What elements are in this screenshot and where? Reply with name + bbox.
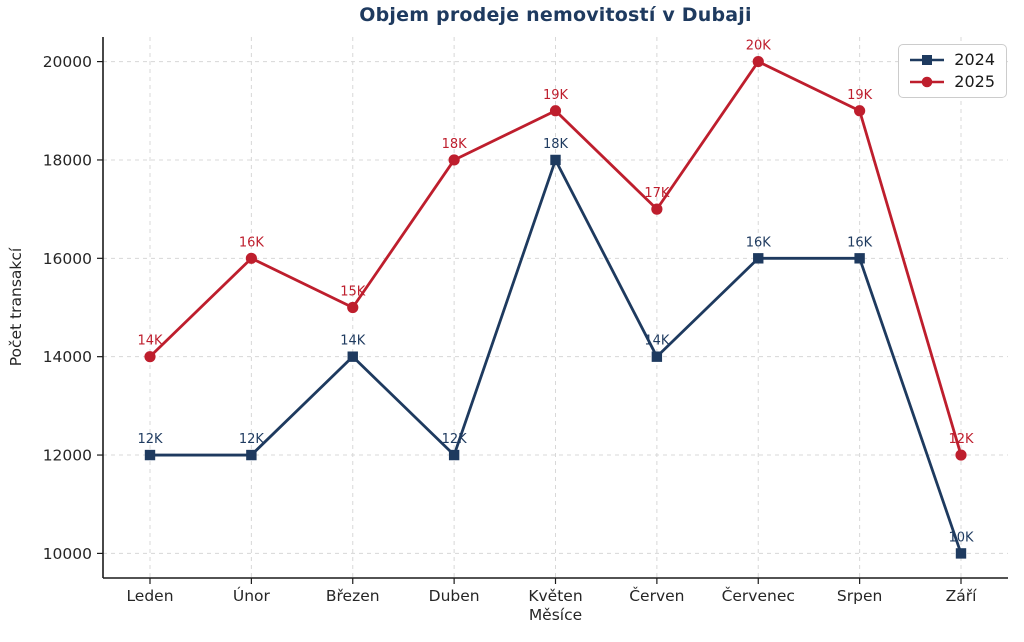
series-2024-marker — [550, 154, 561, 166]
series-2024-point-label: 14K — [644, 334, 670, 349]
chart-title: Objem prodeje nemovitostí v Dubaji — [359, 4, 752, 26]
legend: 2024 2025 — [898, 44, 1007, 98]
y-tick-label: 18000 — [43, 151, 92, 169]
series-2025-point-label: 15K — [340, 285, 366, 300]
y-tick-label: 14000 — [43, 348, 92, 366]
line-square-marker-icon — [910, 55, 945, 65]
series-2025-point-label: 20K — [746, 39, 772, 54]
legend-label-2024: 2024 — [954, 50, 995, 69]
series-2025-point-label: 19K — [543, 88, 569, 103]
series-2025-point-label: 14K — [137, 334, 163, 349]
x-tick-label: Leden — [126, 587, 173, 605]
series-2024-marker — [246, 449, 257, 461]
series-2025-point-label: 17K — [644, 186, 670, 201]
y-tick-label: 10000 — [43, 545, 92, 563]
series-2024-marker — [753, 253, 764, 264]
y-tick-label: 16000 — [43, 250, 92, 268]
series-2024-point-label: 16K — [847, 235, 873, 250]
x-tick-label: Červenec — [722, 586, 795, 605]
series-2025-marker — [448, 154, 460, 166]
y-tick-label: 12000 — [43, 447, 92, 465]
series-2025-marker — [854, 105, 866, 117]
y-tick-label: 20000 — [43, 53, 92, 71]
x-tick-label: Únor — [233, 586, 271, 605]
series-2024-marker — [347, 351, 358, 362]
series-2025-marker — [245, 252, 257, 264]
series-2024-point-label: 16K — [746, 235, 772, 250]
series-2025-point-label: 16K — [239, 235, 265, 250]
y-axis-label: Počet transakcí — [7, 247, 25, 367]
series-2025-marker — [347, 301, 359, 314]
x-tick-label: Září — [946, 587, 977, 605]
x-tick-label: Březen — [326, 587, 380, 605]
series-2024-point-label: 10K — [948, 530, 974, 545]
series-2024-marker — [448, 449, 460, 461]
x-tick-label: Duben — [429, 587, 480, 605]
line-circle-marker-icon — [910, 76, 945, 88]
series-2025-marker — [144, 351, 156, 363]
x-tick-label: Květen — [528, 587, 582, 605]
legend-label-2025: 2025 — [954, 72, 995, 91]
series-2024-marker — [854, 253, 865, 264]
series-2024-point-label: 18K — [543, 137, 569, 152]
series-2025-point-label: 12K — [948, 432, 974, 447]
series-2025-marker — [955, 449, 967, 461]
series-2024-marker — [955, 548, 967, 559]
series-2024-marker — [651, 351, 663, 362]
x-axis-label: Měsíce — [528, 606, 583, 624]
legend-item-2025: 2025 — [908, 74, 995, 90]
series-2024-point-label: 12K — [137, 432, 163, 447]
series-2024-point-label: 12K — [239, 432, 265, 447]
series-2025-marker — [752, 55, 764, 68]
series-2024-point-label: 14K — [340, 334, 366, 349]
x-tick-label: Červen — [629, 586, 684, 605]
series-2025-marker — [651, 203, 663, 215]
series-2024-point-label: 12K — [442, 432, 468, 447]
legend-item-2024: 2024 — [908, 52, 995, 68]
x-tick-label: Srpen — [837, 587, 882, 605]
series-2025-marker — [549, 105, 562, 117]
series-2024-marker — [144, 449, 156, 461]
series-2025-point-label: 18K — [442, 137, 468, 152]
series-2025-point-label: 19K — [847, 88, 873, 103]
